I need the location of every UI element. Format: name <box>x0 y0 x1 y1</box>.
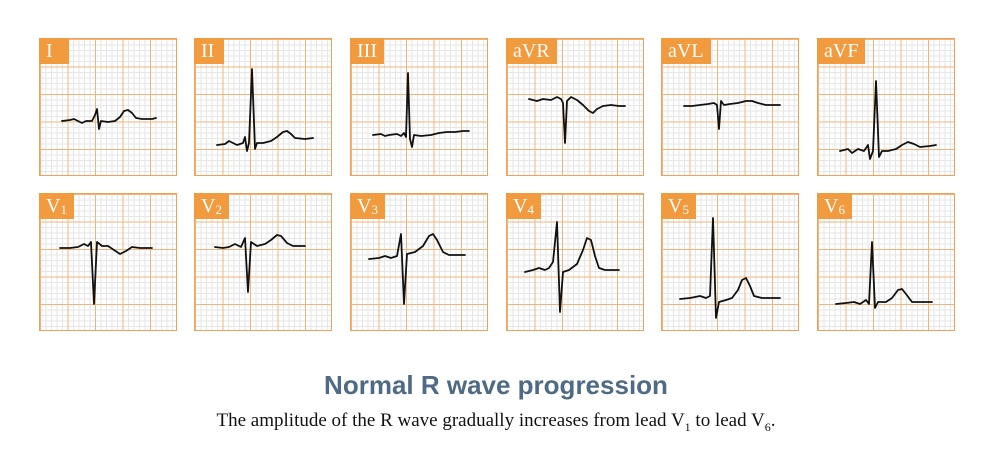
lead-label-iii: III <box>350 38 384 64</box>
ecg-trace-iii <box>372 72 470 148</box>
figure-title: Normal R wave progression <box>324 370 668 400</box>
lead-panel-avr: aVR <box>506 38 644 176</box>
lead-panel-v6: V6 <box>817 193 955 331</box>
lead-label-v1: V1 <box>39 193 74 219</box>
ecg-trace-v5 <box>679 217 781 319</box>
lead-label-v5: V5 <box>661 193 696 219</box>
lead-panel-v2: V2 <box>194 193 332 331</box>
ecg-trace-i <box>61 108 157 130</box>
ecg-trace-avr <box>528 96 626 144</box>
lead-panel-v4: V4 <box>506 193 644 331</box>
ecg-trace-v2 <box>214 234 306 293</box>
ecg-trace-v6 <box>835 241 933 309</box>
lead-label-ii: II <box>194 38 224 64</box>
lead-panel-v3: V3 <box>350 193 488 331</box>
ecg-trace-v3 <box>368 233 466 305</box>
lead-panel-i: I <box>39 38 177 176</box>
ecg-trace-v1 <box>59 241 153 305</box>
lead-label-avf: aVF <box>817 38 866 64</box>
lead-panel-iii: III <box>350 38 488 176</box>
lead-label-avl: aVL <box>661 38 711 64</box>
lead-panel-v1: V1 <box>39 193 177 331</box>
lead-label-v6: V6 <box>817 193 852 219</box>
figure-subtitle: The amplitude of the R wave gradually in… <box>216 410 776 434</box>
lead-panel-avl: aVL <box>661 38 799 176</box>
ecg-trace-v4 <box>524 221 620 313</box>
ecg-trace-avf <box>839 80 937 160</box>
lead-label-avr: aVR <box>506 38 557 64</box>
lead-label-i: I <box>39 38 69 64</box>
lead-panel-ii: II <box>194 38 332 176</box>
lead-panel-avf: aVF <box>817 38 955 176</box>
lead-label-v2: V2 <box>194 193 229 219</box>
ecg-trace-avl <box>683 100 781 130</box>
ecg-trace-ii <box>216 68 314 152</box>
lead-panel-v5: V5 <box>661 193 799 331</box>
lead-label-v3: V3 <box>350 193 385 219</box>
ecg-grid: I II III aVR aVL aVF V1 <box>39 38 955 331</box>
lead-label-v4: V4 <box>506 193 541 219</box>
